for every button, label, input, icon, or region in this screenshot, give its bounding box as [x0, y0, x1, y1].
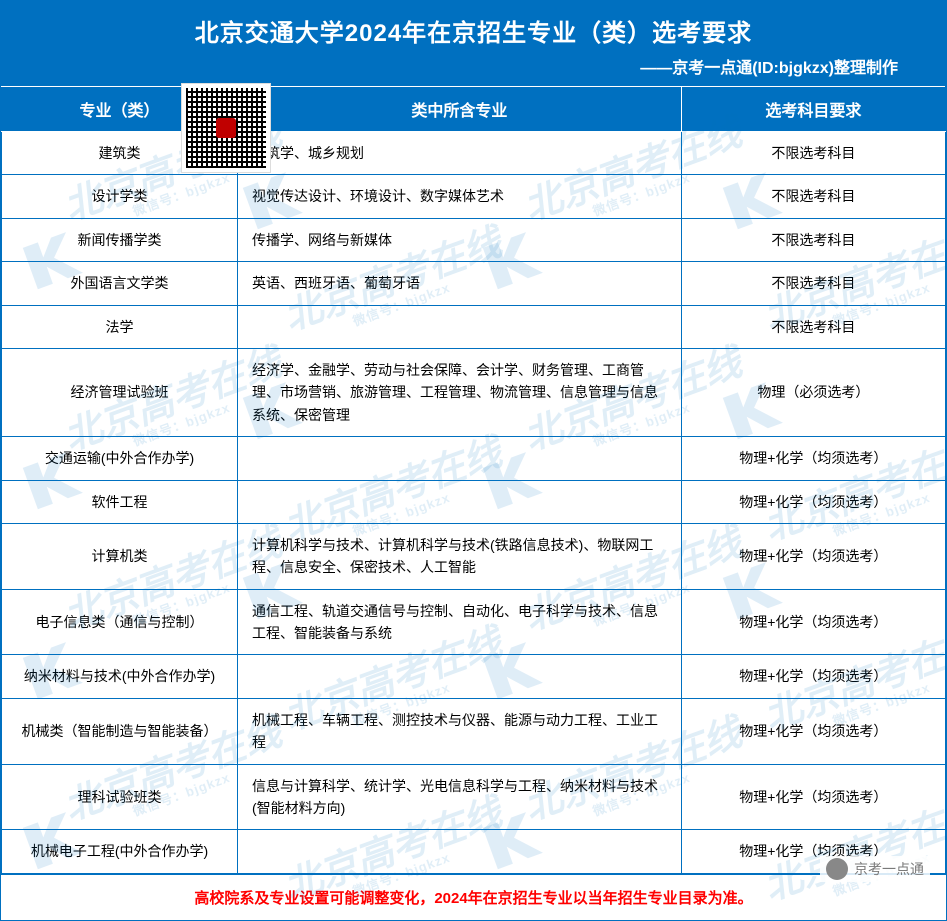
- document-container: 北京交通大学2024年在京招生专业（类）选考要求 ——京考一点通(ID:bjgk…: [0, 0, 947, 921]
- table-row: 外国语言文学类英语、西班牙语、葡萄牙语不限选考科目: [2, 262, 946, 305]
- cell-majors: 计算机科学与技术、计算机科学与技术(铁路信息技术)、物联网工程、信息安全、保密技…: [238, 523, 682, 589]
- cell-category: 新闻传播学类: [2, 218, 238, 261]
- table-row: 新闻传播学类传播学、网络与新媒体不限选考科目: [2, 218, 946, 261]
- cell-requirement: 物理+化学（均须选考）: [681, 437, 945, 480]
- cell-requirement: 物理+化学（均须选考）: [681, 589, 945, 655]
- table-row: 设计学类视觉传达设计、环境设计、数字媒体艺术不限选考科目: [2, 175, 946, 218]
- cell-majors: 英语、西班牙语、葡萄牙语: [238, 262, 682, 305]
- cell-majors: [238, 655, 682, 698]
- table-row: 计算机类计算机科学与技术、计算机科学与技术(铁路信息技术)、物联网工程、信息安全…: [2, 523, 946, 589]
- cell-requirement: 物理+化学（均须选考）: [681, 698, 945, 764]
- requirements-table: 专业（类） 类中所含专业 选考科目要求 建筑类建筑学、城乡规划不限选考科目设计学…: [1, 86, 946, 874]
- cell-requirement: 物理（必须选考）: [681, 348, 945, 436]
- cell-category: 软件工程: [2, 480, 238, 523]
- table-row: 机械电子工程(中外合作办学)物理+化学（均须选考）: [2, 830, 946, 873]
- page-title: 北京交通大学2024年在京招生专业（类）选考要求: [9, 13, 938, 48]
- cell-requirement: 物理+化学（均须选考）: [681, 480, 945, 523]
- table-row: 交通运输(中外合作办学) 物理+化学（均须选考）: [2, 437, 946, 480]
- cell-majors: 机械工程、车辆工程、测控技术与仪器、能源与动力工程、工业工程: [238, 698, 682, 764]
- cell-majors: [238, 305, 682, 348]
- cell-majors: 建筑学、城乡规划: [238, 132, 682, 175]
- cell-requirement: 不限选考科目: [681, 132, 945, 175]
- table-row: 纳米材料与技术(中外合作办学) 物理+化学（均须选考）: [2, 655, 946, 698]
- cell-majors: 通信工程、轨道交通信号与控制、自动化、电子科学与技术、信息工程、智能装备与系统: [238, 589, 682, 655]
- col-header-requirement: 选考科目要求: [681, 87, 945, 132]
- cell-majors: [238, 830, 682, 873]
- cell-category: 设计学类: [2, 175, 238, 218]
- cell-category: 机械类（智能制造与智能装备）: [2, 698, 238, 764]
- cell-requirement: 不限选考科目: [681, 305, 945, 348]
- table-row: 机械类（智能制造与智能装备）机械工程、车辆工程、测控技术与仪器、能源与动力工程、…: [2, 698, 946, 764]
- table-row: 理科试验班类信息与计算科学、统计学、光电信息科学与工程、纳米材料与技术(智能材料…: [2, 764, 946, 830]
- cell-majors: [238, 480, 682, 523]
- col-header-majors: 类中所含专业: [238, 87, 682, 132]
- table-row: 软件工程 物理+化学（均须选考）: [2, 480, 946, 523]
- cell-category: 外国语言文学类: [2, 262, 238, 305]
- cell-category: 经济管理试验班: [2, 348, 238, 436]
- bottom-brand: 京考一点通: [820, 856, 930, 882]
- cell-majors: 信息与计算科学、统计学、光电信息科学与工程、纳米材料与技术(智能材料方向): [238, 764, 682, 830]
- qr-code-logo: [216, 118, 236, 138]
- cell-majors: [238, 437, 682, 480]
- footer-note: 高校院系及专业设置可能调整变化，2024年在京招生专业以当年招生专业目录为准。: [1, 874, 946, 920]
- cell-majors: 传播学、网络与新媒体: [238, 218, 682, 261]
- bottom-brand-text: 京考一点通: [854, 859, 924, 879]
- qr-code-pattern: [186, 88, 266, 168]
- wechat-icon: [826, 858, 848, 880]
- qr-code: [181, 83, 271, 173]
- cell-requirement: 不限选考科目: [681, 262, 945, 305]
- cell-majors: 经济学、金融学、劳动与社会保障、会计学、财务管理、工商管理、市场营销、旅游管理、…: [238, 348, 682, 436]
- cell-category: 理科试验班类: [2, 764, 238, 830]
- cell-requirement: 物理+化学（均须选考）: [681, 655, 945, 698]
- cell-category: 纳米材料与技术(中外合作办学): [2, 655, 238, 698]
- cell-category: 交通运输(中外合作办学): [2, 437, 238, 480]
- table-row: 法学 不限选考科目: [2, 305, 946, 348]
- table-row: 电子信息类（通信与控制）通信工程、轨道交通信号与控制、自动化、电子科学与技术、信…: [2, 589, 946, 655]
- header: 北京交通大学2024年在京招生专业（类）选考要求 ——京考一点通(ID:bjgk…: [1, 1, 946, 86]
- cell-requirement: 不限选考科目: [681, 175, 945, 218]
- cell-category: 法学: [2, 305, 238, 348]
- cell-category: 计算机类: [2, 523, 238, 589]
- page-subtitle: ——京考一点通(ID:bjgkzx)整理制作: [9, 54, 938, 78]
- cell-category: 电子信息类（通信与控制）: [2, 589, 238, 655]
- table-row: 经济管理试验班经济学、金融学、劳动与社会保障、会计学、财务管理、工商管理、市场营…: [2, 348, 946, 436]
- cell-majors: 视觉传达设计、环境设计、数字媒体艺术: [238, 175, 682, 218]
- cell-category: 机械电子工程(中外合作办学): [2, 830, 238, 873]
- cell-requirement: 物理+化学（均须选考）: [681, 764, 945, 830]
- cell-requirement: 不限选考科目: [681, 218, 945, 261]
- table-body: 建筑类建筑学、城乡规划不限选考科目设计学类视觉传达设计、环境设计、数字媒体艺术不…: [2, 132, 946, 874]
- table-row: 建筑类建筑学、城乡规划不限选考科目: [2, 132, 946, 175]
- cell-requirement: 物理+化学（均须选考）: [681, 523, 945, 589]
- table-header-row: 专业（类） 类中所含专业 选考科目要求: [2, 87, 946, 132]
